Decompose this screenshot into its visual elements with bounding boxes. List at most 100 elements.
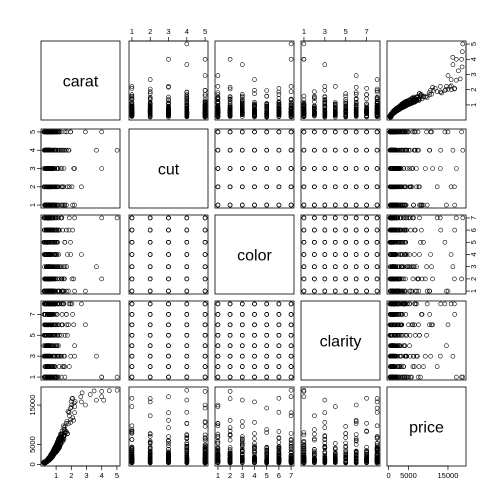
point bbox=[240, 353, 245, 359]
point bbox=[407, 166, 412, 171]
point bbox=[434, 89, 440, 94]
point bbox=[374, 184, 380, 190]
point bbox=[445, 322, 451, 328]
point bbox=[166, 56, 171, 62]
point bbox=[202, 353, 208, 359]
point bbox=[252, 364, 257, 369]
point bbox=[252, 110, 257, 116]
point bbox=[240, 129, 245, 135]
point bbox=[322, 107, 328, 113]
point bbox=[59, 184, 64, 190]
point bbox=[439, 90, 444, 96]
point bbox=[412, 332, 418, 338]
point bbox=[301, 107, 307, 113]
point bbox=[419, 227, 424, 233]
point bbox=[227, 147, 233, 153]
point bbox=[202, 288, 208, 294]
point bbox=[68, 252, 73, 257]
point bbox=[240, 166, 245, 171]
point bbox=[202, 227, 208, 233]
point bbox=[264, 343, 270, 349]
point bbox=[227, 353, 233, 359]
point bbox=[353, 264, 359, 270]
point bbox=[312, 166, 317, 171]
point bbox=[147, 343, 153, 349]
point bbox=[252, 101, 257, 107]
point bbox=[394, 147, 400, 153]
point bbox=[343, 184, 349, 190]
point bbox=[62, 202, 67, 208]
point bbox=[364, 252, 369, 257]
point bbox=[227, 332, 233, 338]
point bbox=[401, 166, 407, 171]
point bbox=[332, 147, 338, 153]
point bbox=[264, 322, 270, 328]
point bbox=[322, 202, 328, 208]
point bbox=[240, 147, 245, 153]
point bbox=[422, 166, 428, 171]
point bbox=[240, 301, 245, 307]
point bbox=[240, 332, 245, 338]
point bbox=[129, 322, 135, 328]
point bbox=[288, 202, 294, 208]
point bbox=[364, 129, 369, 135]
point bbox=[252, 301, 257, 307]
point bbox=[332, 276, 338, 282]
point bbox=[364, 240, 369, 245]
point bbox=[64, 312, 69, 317]
point bbox=[374, 89, 380, 95]
point bbox=[460, 147, 466, 153]
panel-cut-vs-color bbox=[214, 128, 295, 209]
point bbox=[288, 97, 294, 102]
point bbox=[404, 147, 410, 153]
point bbox=[394, 105, 400, 111]
point bbox=[184, 312, 190, 317]
point bbox=[184, 353, 190, 359]
point bbox=[227, 109, 233, 115]
point bbox=[94, 353, 99, 359]
panel-frame bbox=[300, 214, 381, 295]
point bbox=[166, 353, 171, 359]
point bbox=[374, 147, 380, 153]
point bbox=[166, 332, 171, 338]
point bbox=[312, 129, 317, 135]
point bbox=[240, 100, 245, 106]
point bbox=[129, 332, 135, 338]
point bbox=[412, 129, 418, 135]
point bbox=[389, 147, 395, 153]
point bbox=[166, 301, 171, 307]
point bbox=[438, 89, 444, 95]
point bbox=[411, 202, 416, 208]
panel-cut-vs-price bbox=[386, 128, 467, 209]
point bbox=[301, 104, 307, 110]
point bbox=[343, 99, 349, 104]
point bbox=[312, 89, 317, 94]
point bbox=[392, 129, 398, 135]
point bbox=[240, 94, 245, 100]
point bbox=[72, 288, 77, 294]
point bbox=[364, 113, 369, 118]
point bbox=[227, 56, 233, 62]
point bbox=[252, 103, 257, 108]
point bbox=[374, 86, 380, 92]
point bbox=[394, 129, 400, 135]
point bbox=[427, 312, 433, 317]
point bbox=[401, 202, 407, 208]
point bbox=[459, 56, 464, 62]
point bbox=[459, 129, 464, 135]
point bbox=[452, 276, 457, 282]
point bbox=[424, 301, 430, 307]
point bbox=[388, 129, 393, 135]
point bbox=[452, 312, 458, 317]
point bbox=[322, 227, 328, 233]
point bbox=[227, 184, 233, 190]
diagonal-label-color: color bbox=[237, 248, 272, 265]
panel-cut-vs-clarity bbox=[300, 128, 381, 209]
point bbox=[166, 110, 171, 116]
point bbox=[252, 100, 257, 105]
point bbox=[56, 215, 61, 221]
point bbox=[288, 105, 294, 111]
point bbox=[397, 129, 403, 135]
point bbox=[215, 312, 221, 317]
